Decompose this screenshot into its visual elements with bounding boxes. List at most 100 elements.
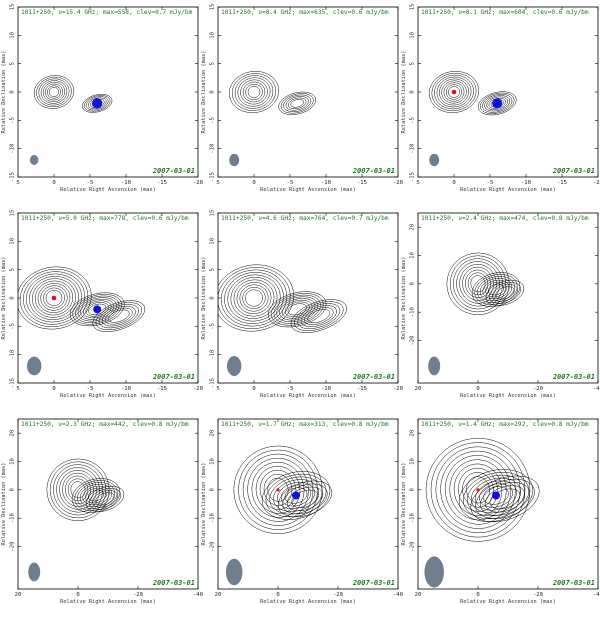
component-contour: [290, 99, 304, 108]
diffuse-contour: [492, 284, 518, 302]
x-tick-label: 0: [76, 592, 79, 598]
contour-group: [446, 252, 525, 315]
y-tick-label: 15: [410, 4, 416, 11]
y-tick-label: 0: [10, 90, 16, 93]
y-tick-label: 15: [210, 4, 216, 11]
y-tick-label: 0: [210, 296, 216, 299]
diffuse-contour: [300, 305, 337, 327]
y-axis-label: Relative Declination (mas): [201, 463, 207, 546]
core-contour: [36, 76, 72, 108]
component-contour: [482, 94, 513, 113]
y-tick-label: -5: [210, 323, 216, 330]
panel-title: 1011+250, ν=4.6 GHz; max=764, clev=0.7 m…: [221, 215, 389, 222]
y-tick-label: 0: [10, 488, 16, 491]
panel-1_4ghz: 20 0 -20 -40 -20 -10 0 10 20 Relative Right Ascen…: [400, 412, 600, 618]
core-contour: [65, 475, 91, 504]
diffuse-contour: [92, 490, 118, 508]
core-contour: [247, 457, 309, 522]
x-tick-label: -10: [521, 180, 531, 186]
contour-map: 20 0 -20 -40 -20 -10 0 10 20 Relative Right Ascen…: [201, 418, 403, 605]
panel-8_4ghz: 5 0 -5 -10 -15 -20 -15 -10 -5 0 5 10 15 Relative Righ…: [200, 0, 403, 206]
y-axis-label: Relative Declination (mas): [401, 463, 407, 546]
component-contour: [270, 293, 324, 326]
y-tick-label: -20: [210, 541, 216, 551]
contour-group: [33, 75, 113, 113]
diffuse-contour: [291, 489, 319, 508]
epoch-date: 2007-03-01: [552, 373, 595, 381]
y-tick-label: -10: [410, 307, 416, 317]
contour-map: 5 0 -5 -10 -15 -20 -15 -10 -5 0 5 10 15 Relative Righ…: [401, 4, 600, 193]
y-tick-label: 0: [410, 282, 416, 285]
y-tick-label: -15: [10, 172, 16, 182]
x-tick-label: 0: [452, 180, 455, 186]
y-tick-label: -10: [10, 350, 16, 360]
diffuse-contour: [98, 304, 139, 329]
y-tick-label: 0: [10, 296, 16, 299]
core-contour: [425, 438, 531, 542]
component-contour: [261, 471, 331, 520]
panel-title: 1011+250, ν=2.4 GHz; max=474, clev=0.8 m…: [421, 215, 589, 222]
panel-2_4ghz: 20 0 -20 -40 -20 -10 0 10 20 Relative Right Ascen…: [400, 206, 600, 412]
y-tick-label: 15: [10, 4, 16, 11]
x-tick-label: -20: [393, 180, 403, 186]
contour-group: [425, 438, 540, 542]
diffuse-contour: [108, 309, 130, 323]
core-contour: [38, 78, 70, 106]
y-tick-label: 10: [410, 252, 416, 259]
core-contour: [236, 282, 272, 314]
diffuse-contour: [480, 482, 530, 516]
y-tick-label: 5: [10, 268, 16, 271]
core-contour: [453, 258, 503, 310]
core-contour: [233, 445, 323, 534]
x-tick-label: -15: [157, 386, 167, 392]
x-tick-label: 0: [476, 592, 479, 598]
x-tick-label: 0: [276, 592, 279, 598]
y-tick-label: -20: [410, 335, 416, 345]
core-contour: [267, 477, 289, 502]
core-contour: [59, 470, 97, 510]
epoch-date: 2007-03-01: [152, 167, 195, 175]
diffuse-contour: [297, 303, 341, 329]
y-tick-label: 10: [210, 458, 216, 465]
x-tick-label: -5: [287, 180, 294, 186]
component-contour: [479, 277, 513, 302]
x-tick-label: 0: [52, 180, 55, 186]
beam-ellipse: [227, 356, 242, 376]
panel-8_1ghz: 5 0 -5 -10 -15 -20 -15 -10 -5 0 5 10 15 Relative Righ…: [400, 0, 600, 206]
core-contour: [42, 82, 66, 102]
y-tick-label: -10: [210, 513, 216, 523]
panel-2_3ghz: 20 0 -20 -40 -20 -10 0 10 20 Relative Right Ascen…: [0, 412, 203, 618]
component-contour: [69, 292, 125, 327]
core-contour: [47, 85, 61, 99]
y-tick-label: -5: [10, 323, 16, 330]
core-contour: [233, 279, 275, 317]
contour-map: 20 0 -20 -40 -20 -10 0 10 20 Relative Right Ascen…: [1, 418, 203, 605]
component-contour: [77, 297, 117, 322]
y-axis-label: Relative Declination (mas): [401, 51, 407, 134]
component-contour: [82, 300, 112, 319]
core-contour: [263, 473, 293, 506]
y-tick-label: -5: [410, 117, 416, 124]
panel-15_4ghz: 5 0 -5 -10 -15 -20 -15 -10 -5 0 5 10 15 Relative Righ…: [0, 0, 203, 206]
y-tick-label: 5: [410, 62, 416, 65]
beam-ellipse: [424, 556, 444, 588]
component-contour: [85, 96, 109, 111]
y-tick-label: -15: [210, 172, 216, 182]
component-contour: [477, 276, 515, 303]
component-contour: [276, 296, 319, 323]
core-contour: [449, 255, 507, 313]
x-tick-label: 0: [52, 386, 55, 392]
diffuse-contour: [282, 483, 328, 515]
diffuse-contour: [304, 307, 334, 325]
x-tick-label: -10: [121, 180, 131, 186]
y-tick-label: 10: [410, 32, 416, 39]
component-contour: [77, 482, 115, 509]
core-contour: [220, 269, 288, 327]
y-tick-label: -15: [10, 378, 16, 388]
panel-4_6ghz: 5 0 -5 -10 -15 -20 -15 -10 -5 0 5 10 15 Relative Righ…: [200, 206, 403, 412]
panel-5_0ghz: 5 0 -5 -10 -15 -20 -15 -10 -5 0 5 10 15 Relative Righ…: [0, 206, 203, 412]
diffuse-contour: [85, 485, 125, 512]
y-tick-label: -20: [10, 541, 16, 551]
y-tick-label: 0: [410, 90, 416, 93]
component-contour: [82, 94, 113, 113]
